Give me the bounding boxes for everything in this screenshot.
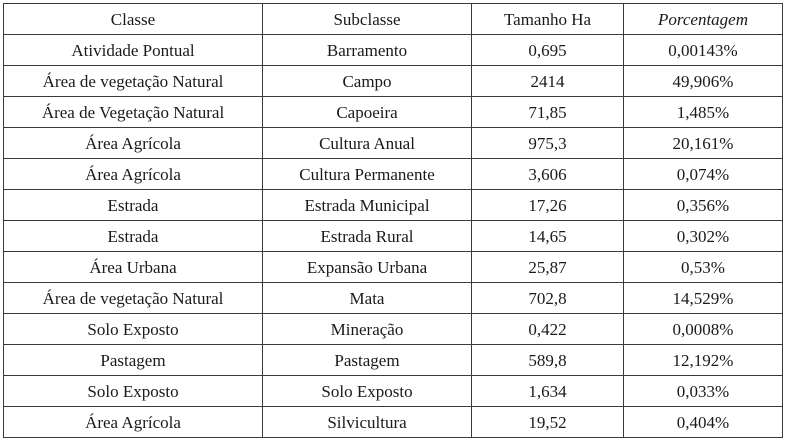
cell-subclasse: Solo Exposto xyxy=(262,375,472,407)
table-row: Área de vegetação Natural Campo 2414 49,906… xyxy=(3,65,783,97)
cell-subclasse: Cultura Permanente xyxy=(262,158,472,190)
cell-classe: Estrada xyxy=(3,189,263,221)
cell-tamanho-ha: 19,52 xyxy=(471,406,624,438)
cell-tamanho-ha: 589,8 xyxy=(471,344,624,376)
cell-tamanho-ha: 2414 xyxy=(471,65,624,97)
cell-subclasse: Campo xyxy=(262,65,472,97)
table-row: Pastagem Pastagem 589,8 12,192% xyxy=(3,344,783,376)
cell-porcentagem: 14,529% xyxy=(623,282,783,314)
cell-tamanho-ha: 3,606 xyxy=(471,158,624,190)
cell-porcentagem: 0,00143% xyxy=(623,34,783,66)
cell-tamanho-ha: 1,634 xyxy=(471,375,624,407)
cell-porcentagem: 20,161% xyxy=(623,127,783,159)
cell-tamanho-ha: 975,3 xyxy=(471,127,624,159)
table-row: Área Agrícola Cultura Permanente 3,606 0,07… xyxy=(3,158,783,190)
cell-classe: Pastagem xyxy=(3,344,263,376)
cell-classe: Área de Vegetação Natural xyxy=(3,96,263,128)
table-row: Estrada Estrada Municipal 17,26 0,356% xyxy=(3,189,783,221)
cell-classe: Área Agrícola xyxy=(3,127,263,159)
table-row: Solo Exposto Solo Exposto 1,634 0,033% xyxy=(3,375,783,407)
cell-classe: Área Urbana xyxy=(3,251,263,283)
cell-subclasse: Cultura Anual xyxy=(262,127,472,159)
cell-porcentagem: 0,074% xyxy=(623,158,783,190)
cell-classe: Estrada xyxy=(3,220,263,252)
cell-subclasse: Estrada Rural xyxy=(262,220,472,252)
cell-porcentagem: 1,485% xyxy=(623,96,783,128)
cell-classe: Área Agrícola xyxy=(3,406,263,438)
table-row: Área de vegetação Natural Mata 702,8 14,529… xyxy=(3,282,783,314)
cell-subclasse: Capoeira xyxy=(262,96,472,128)
cell-subclasse: Barramento xyxy=(262,34,472,66)
cell-porcentagem: 0,302% xyxy=(623,220,783,252)
cell-porcentagem: 0,0008% xyxy=(623,313,783,345)
cell-subclasse: Estrada Municipal xyxy=(262,189,472,221)
cell-subclasse: Mineração xyxy=(262,313,472,345)
table-row: Área Urbana Expansão Urbana 25,87 0,53% xyxy=(3,251,783,283)
cell-tamanho-ha: 0,422 xyxy=(471,313,624,345)
table-row: Área Agrícola Silvicultura 19,52 0,404% xyxy=(3,406,783,438)
cell-classe: Área de vegetação Natural xyxy=(3,282,263,314)
cell-classe: Área de vegetação Natural xyxy=(3,65,263,97)
cell-porcentagem: 12,192% xyxy=(623,344,783,376)
cell-classe: Área Agrícola xyxy=(3,158,263,190)
header-row: Classe Subclasse Tamanho Ha Porcentagem xyxy=(3,3,783,35)
cell-tamanho-ha: 25,87 xyxy=(471,251,624,283)
cell-subclasse: Silvicultura xyxy=(262,406,472,438)
table-row: Área Agrícola Cultura Anual 975,3 20,161% xyxy=(3,127,783,159)
cell-porcentagem: 49,906% xyxy=(623,65,783,97)
header-tamanho-ha: Tamanho Ha xyxy=(471,3,624,35)
cell-subclasse: Mata xyxy=(262,282,472,314)
cell-porcentagem: 0,404% xyxy=(623,406,783,438)
table-body: Atividade Pontual Barramento 0,695 0,00143%… xyxy=(3,34,783,438)
cell-classe: Solo Exposto xyxy=(3,313,263,345)
cell-subclasse: Pastagem xyxy=(262,344,472,376)
header-classe: Classe xyxy=(3,3,263,35)
cell-classe: Solo Exposto xyxy=(3,375,263,407)
cell-porcentagem: 0,53% xyxy=(623,251,783,283)
cell-tamanho-ha: 14,65 xyxy=(471,220,624,252)
table-row: Atividade Pontual Barramento 0,695 0,00143% xyxy=(3,34,783,66)
cell-tamanho-ha: 17,26 xyxy=(471,189,624,221)
cell-tamanho-ha: 702,8 xyxy=(471,282,624,314)
cell-classe: Atividade Pontual xyxy=(3,34,263,66)
table-row: Solo Exposto Mineração 0,422 0,0008% xyxy=(3,313,783,345)
header-porcentagem: Porcentagem xyxy=(623,3,783,35)
header-subclasse: Subclasse xyxy=(262,3,472,35)
cell-porcentagem: 0,033% xyxy=(623,375,783,407)
table-row: Área de Vegetação Natural Capoeira 71,85 1,… xyxy=(3,96,783,128)
cell-subclasse: Expansão Urbana xyxy=(262,251,472,283)
cell-porcentagem: 0,356% xyxy=(623,189,783,221)
cell-tamanho-ha: 0,695 xyxy=(471,34,624,66)
table-row: Estrada Estrada Rural 14,65 0,302% xyxy=(3,220,783,252)
cell-tamanho-ha: 71,85 xyxy=(471,96,624,128)
land-use-table: Classe Subclasse Tamanho Ha Porcentagem … xyxy=(3,3,783,438)
